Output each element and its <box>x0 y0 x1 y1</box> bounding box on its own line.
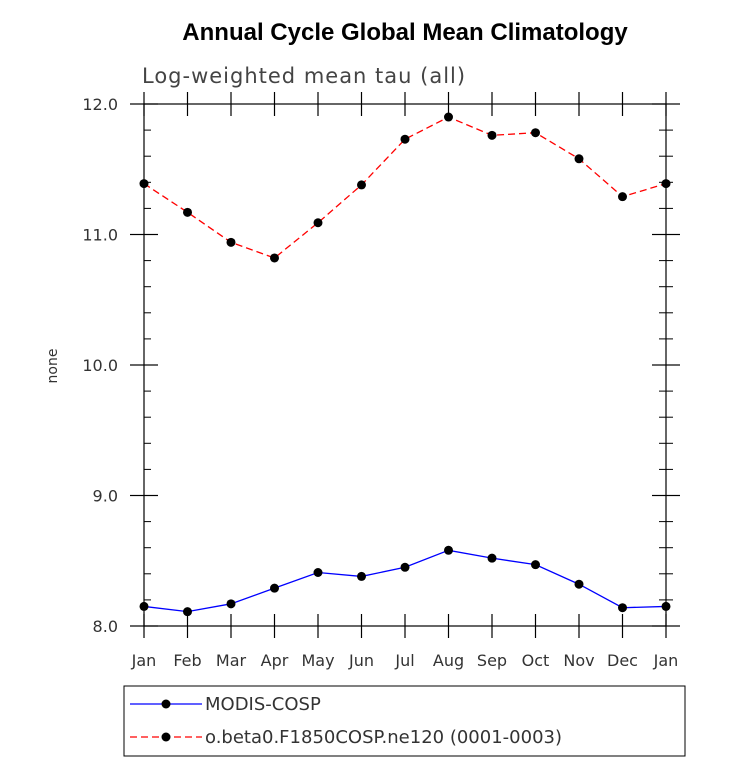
data-point <box>661 179 671 189</box>
data-point <box>574 579 584 589</box>
y-tick-label: 10.0 <box>82 356 118 375</box>
data-point <box>226 599 236 609</box>
data-point <box>270 583 279 593</box>
data-point <box>661 601 671 611</box>
data-point <box>531 560 540 570</box>
series-layer <box>139 112 671 617</box>
chart-title: Annual Cycle Global Mean Climatology <box>182 19 628 46</box>
data-point <box>487 130 497 140</box>
data-point <box>400 134 410 144</box>
x-tick-label: Oct <box>522 651 550 670</box>
data-point <box>313 567 323 577</box>
x-tick-label: Feb <box>173 651 201 670</box>
legend-marker-1 <box>161 699 171 709</box>
x-tick-label: Dec <box>607 651 638 670</box>
data-point <box>444 545 453 555</box>
y-tick-label: 12.0 <box>82 95 118 114</box>
data-point <box>400 562 410 572</box>
chart-subtitle: Log-weighted mean tau (all) <box>142 64 466 88</box>
x-tick-label: Jun <box>348 651 374 670</box>
y-tick-label: 9.0 <box>93 487 118 506</box>
data-point <box>183 607 192 617</box>
legend-marker-2 <box>161 732 171 742</box>
legend-box <box>123 685 686 757</box>
legend: MODIS-COSP o.beta0.F1850COSP.ne120 (0001-… <box>123 685 686 757</box>
x-tick-label: May <box>301 651 334 670</box>
plot-frame <box>143 103 667 627</box>
legend-label-1: MODIS-COSP <box>205 694 321 715</box>
x-tick-label: Sep <box>477 651 507 670</box>
data-point <box>183 207 192 217</box>
data-point <box>139 179 149 189</box>
data-point <box>226 237 236 247</box>
x-tick-label: Jan <box>131 651 157 670</box>
legend-label-2: o.beta0.F1850COSP.ne120 (0001-0003) <box>205 727 562 748</box>
data-point <box>487 553 497 563</box>
y-tick-label: 8.0 <box>93 617 118 636</box>
data-point <box>270 253 279 263</box>
data-point <box>618 192 627 202</box>
data-point <box>313 218 323 228</box>
y-axis-label: none <box>45 349 61 384</box>
data-point <box>574 154 584 164</box>
data-point <box>531 128 540 138</box>
y-tick-label: 11.0 <box>82 226 118 245</box>
x-tick-label: Jan <box>653 651 679 670</box>
data-point <box>618 603 627 613</box>
x-tick-label: Jul <box>394 651 414 670</box>
data-point <box>357 571 366 581</box>
data-point <box>357 180 366 190</box>
x-tick-label: Apr <box>261 651 289 670</box>
data-point <box>139 601 149 611</box>
x-tick-label: Nov <box>563 651 594 670</box>
x-tick-label: Aug <box>433 651 464 670</box>
axes: Jan Feb Mar Apr May Jun Jul Aug Sep Oct Nov Dec Jan 8… <box>82 92 680 670</box>
x-tick-label: Mar <box>216 651 247 670</box>
series-line-1 <box>143 549 667 613</box>
data-point <box>444 112 453 122</box>
